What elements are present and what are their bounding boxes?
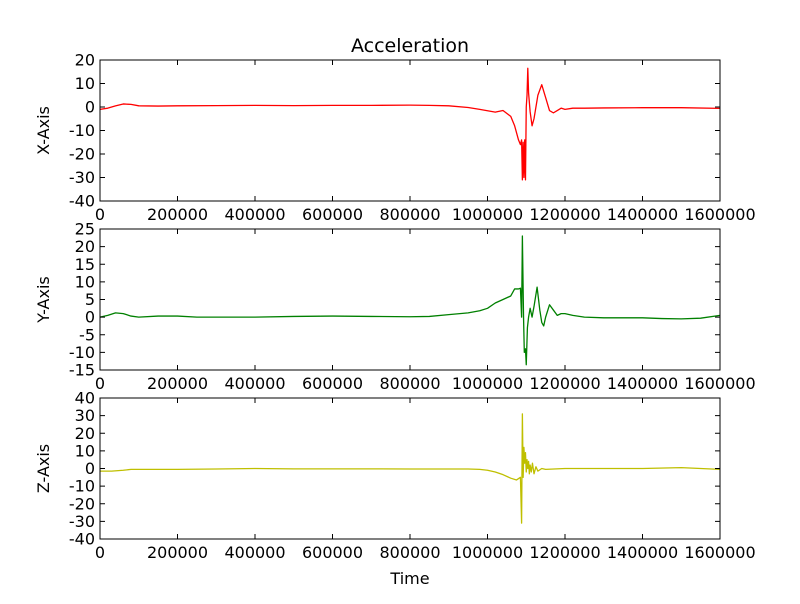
y-tick-label: 0 xyxy=(85,98,95,117)
x-tick-label: 1000000 xyxy=(452,543,523,562)
x-tick-label: 600000 xyxy=(302,374,363,393)
series-line-3-1 xyxy=(100,413,721,524)
y-tick-label: -15 xyxy=(69,361,95,380)
x-tick-label: 1600000 xyxy=(684,543,755,562)
y-tick-label: 20 xyxy=(75,237,95,256)
x-tick-label: 1600000 xyxy=(684,205,755,224)
y-tick-label: -20 xyxy=(69,494,95,513)
x-tick-label: 600000 xyxy=(302,543,363,562)
x-tick-label: 600000 xyxy=(302,205,363,224)
series-line-2-1 xyxy=(99,235,721,366)
y-tick-label: -10 xyxy=(69,477,95,496)
y-tick-label: 15 xyxy=(75,255,95,274)
x-tick-label: 1200000 xyxy=(529,374,600,393)
y-tick-label: 0 xyxy=(85,308,95,327)
x-tick-label: 200000 xyxy=(147,543,208,562)
x-tick-label: 1000000 xyxy=(452,374,523,393)
x-axis-label: Time xyxy=(389,569,429,588)
y-tick-label: 0 xyxy=(85,459,95,478)
y-axis-label: X-Axis xyxy=(34,106,53,155)
y-tick-label: -40 xyxy=(69,192,95,211)
x-tick-label: 1600000 xyxy=(684,374,755,393)
x-tick-label: 800000 xyxy=(379,543,440,562)
y-tick-label: 30 xyxy=(75,406,95,425)
y-tick-label: -20 xyxy=(69,145,95,164)
x-tick-label: 200000 xyxy=(147,374,208,393)
x-tick-label: 800000 xyxy=(379,374,440,393)
series-line-1-1 xyxy=(99,67,721,181)
y-tick-label: -30 xyxy=(69,512,95,531)
y-tick-label: 25 xyxy=(75,220,95,239)
x-tick-label: 400000 xyxy=(224,205,285,224)
plot-frame xyxy=(99,228,721,371)
y-tick-label: 20 xyxy=(75,51,95,70)
chart-title: Acceleration xyxy=(351,35,469,57)
x-tick-label: 1200000 xyxy=(529,205,600,224)
x-tick-label: 0 xyxy=(95,205,105,224)
x-tick-label: 1400000 xyxy=(607,543,678,562)
y-tick-label: 10 xyxy=(75,441,95,460)
y-tick-label: -5 xyxy=(79,325,95,344)
x-tick-label: 1200000 xyxy=(529,543,600,562)
x-tick-label: 400000 xyxy=(224,374,285,393)
y-axis-label: Y-Axis xyxy=(34,276,53,324)
y-tick-label: -10 xyxy=(69,121,95,140)
x-tick-label: 1400000 xyxy=(607,374,678,393)
y-tick-label: -30 xyxy=(69,168,95,187)
x-tick-label: 1400000 xyxy=(607,205,678,224)
y-tick-label: 5 xyxy=(85,290,95,309)
x-tick-label: 0 xyxy=(95,543,105,562)
y-tick-label: -10 xyxy=(69,343,95,362)
y-axis-label: Z-Axis xyxy=(34,444,53,493)
y-tick-label: 20 xyxy=(75,424,95,443)
x-tick-label: 0 xyxy=(95,374,105,393)
y-tick-label: -40 xyxy=(69,530,95,549)
y-tick-label: 10 xyxy=(75,272,95,291)
y-tick-label: 40 xyxy=(75,389,95,408)
x-tick-label: 1000000 xyxy=(452,205,523,224)
plot-frame xyxy=(99,59,721,202)
x-tick-label: 200000 xyxy=(147,205,208,224)
y-tick-label: 10 xyxy=(75,74,95,93)
x-tick-label: 800000 xyxy=(379,205,440,224)
x-tick-label: 400000 xyxy=(224,543,285,562)
